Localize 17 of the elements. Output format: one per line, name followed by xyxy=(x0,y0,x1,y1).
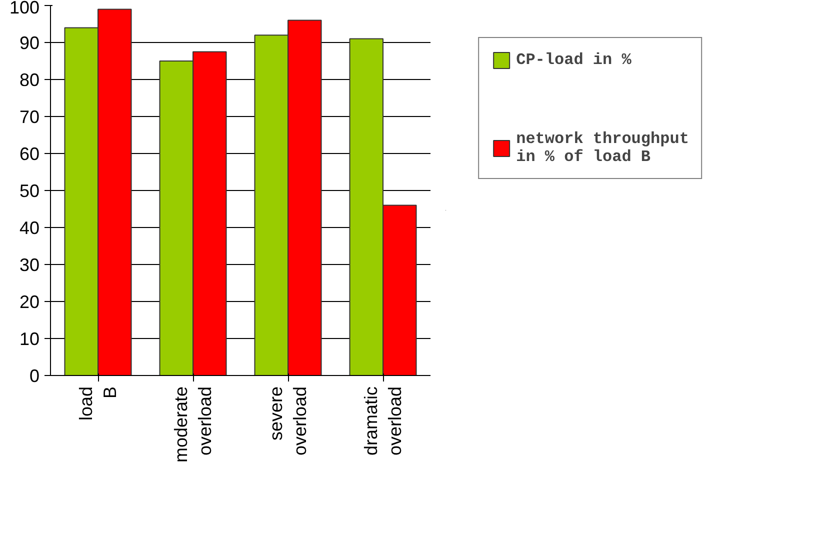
x-tick-label: severe overload xyxy=(266,386,310,456)
x-tick-label: moderate overload xyxy=(171,386,215,463)
y-tick-label: 50 xyxy=(19,181,40,201)
x-tick-label: load B xyxy=(76,386,120,421)
y-tick-label: 60 xyxy=(19,144,40,164)
y-tick-label: 100 xyxy=(9,0,40,18)
y-tick-label: 20 xyxy=(19,292,40,312)
y-tick-label: 70 xyxy=(19,107,40,127)
y-tick-label: 90 xyxy=(19,33,40,53)
legend-label: CP-load in % xyxy=(516,50,632,68)
x-tick-label: dramatic overload xyxy=(361,386,405,456)
y-tick-label: 0 xyxy=(29,366,40,386)
y-tick-label: 10 xyxy=(19,329,40,349)
y-tick-label: 80 xyxy=(19,70,40,90)
y-tick-label: 30 xyxy=(19,255,40,275)
legend-label: network throughput in % of load B xyxy=(516,130,689,166)
y-tick-label: 40 xyxy=(19,218,40,238)
